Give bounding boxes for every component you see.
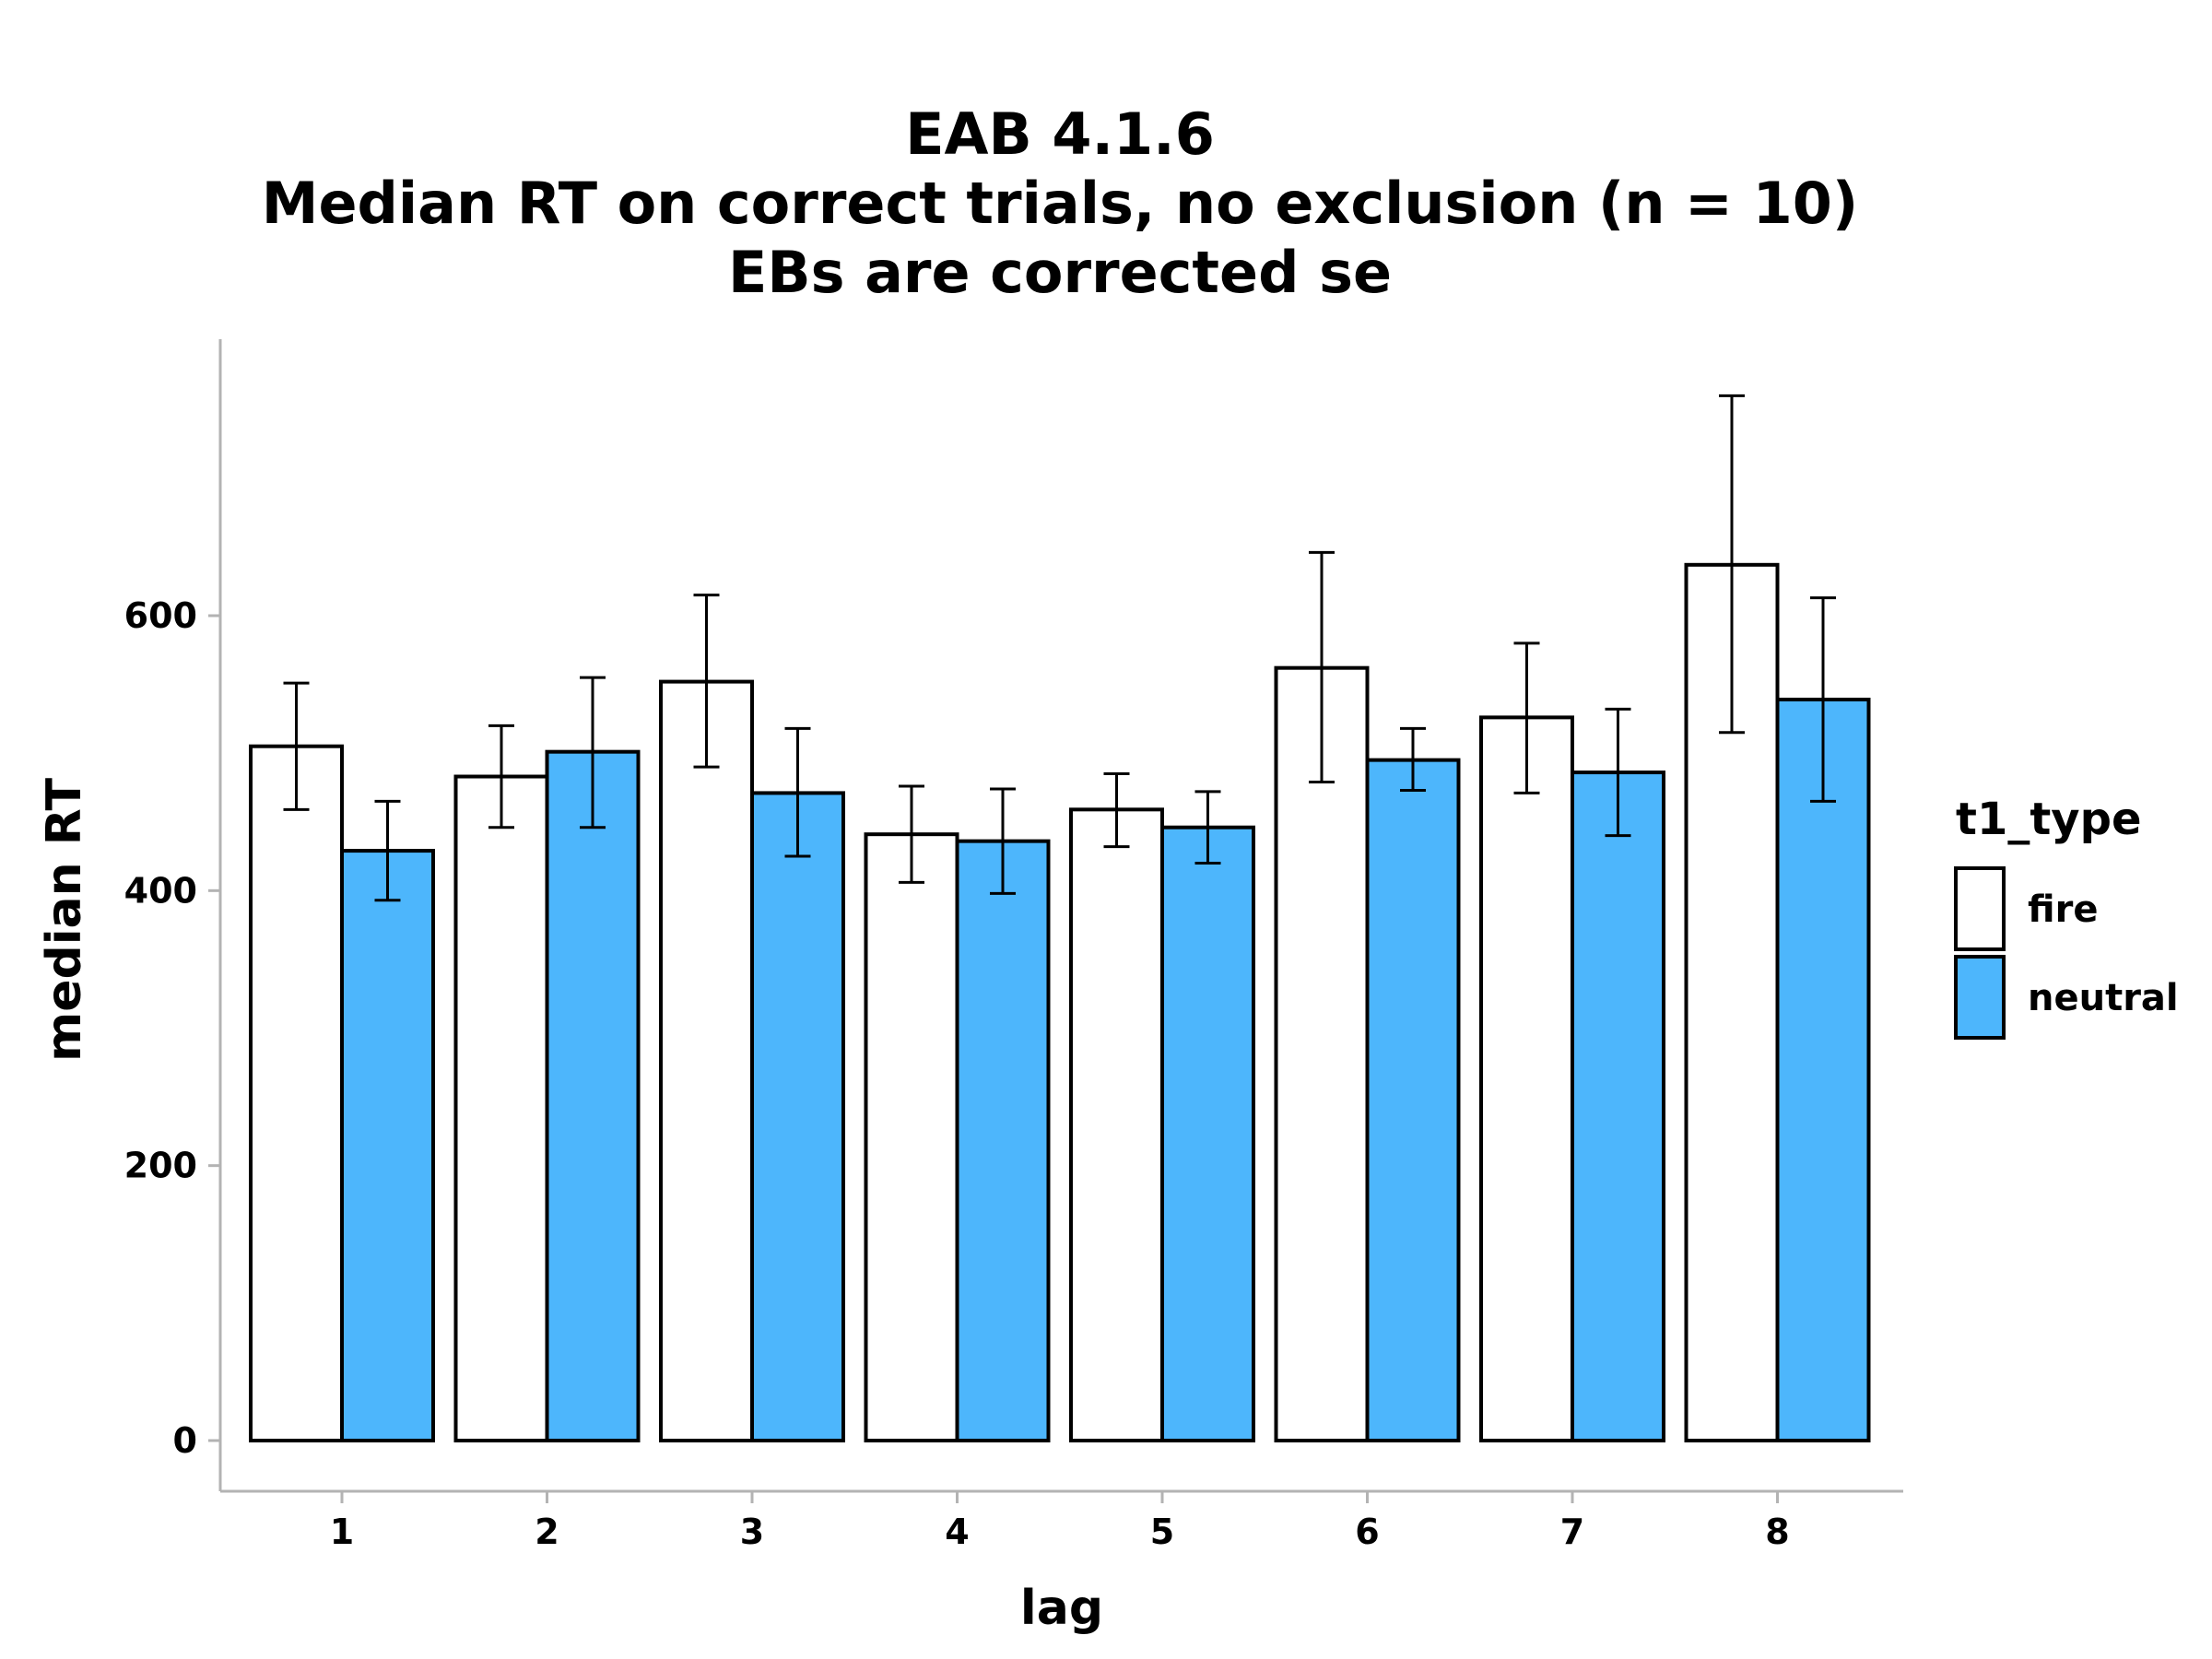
plot-area <box>249 394 1871 1442</box>
legend-label-fire: fire <box>2028 888 2099 931</box>
errorbar-neutral-lag-7 <box>1605 707 1631 838</box>
errorbar-neutral-lag-2 <box>580 676 606 830</box>
errorbar-fire-lag-4 <box>899 784 924 884</box>
bar-fire-lag-1 <box>249 744 344 1442</box>
bar-neutral-lag-3 <box>750 791 845 1442</box>
title-line-1: EAB 4.1.6 <box>905 100 1215 168</box>
legend-key-fire <box>1954 866 2006 951</box>
errorbar-fire-lag-1 <box>283 681 310 811</box>
bar-neutral-lag-2 <box>545 749 641 1442</box>
bar-fire-lag-2 <box>453 774 549 1442</box>
x-tick-label-7: 7 <box>1560 1512 1584 1552</box>
errorbar-fire-lag-7 <box>1513 641 1540 794</box>
bar-neutral-lag-4 <box>955 839 1051 1442</box>
x-tick-label-3: 3 <box>740 1512 764 1552</box>
bar-neutral-lag-5 <box>1160 825 1255 1442</box>
bar-neutral-lag-6 <box>1365 758 1461 1442</box>
y-tick-label-400: 400 <box>124 870 197 911</box>
chart-title: EAB 4.1.6 Median RT on correct trials, n… <box>262 100 1858 306</box>
errorbar-neutral-lag-3 <box>784 726 811 858</box>
errorbar-fire-lag-6 <box>1309 550 1335 783</box>
y-tick-label-600: 600 <box>124 595 197 636</box>
x-tick-label-6: 6 <box>1355 1512 1379 1552</box>
errorbar-neutral-lag-6 <box>1400 726 1426 792</box>
bar-fire-lag-6 <box>1274 665 1370 1442</box>
x-tick-label-4: 4 <box>945 1512 969 1552</box>
x-tick-label-2: 2 <box>535 1512 559 1552</box>
title-line-3: EBs are corrected se <box>728 239 1392 306</box>
bar-neutral-lag-1 <box>340 849 435 1442</box>
legend: t1_type fire neutral <box>1954 794 2179 1040</box>
legend-label-neutral: neutral <box>2028 977 2179 1019</box>
bar-fire-lag-3 <box>659 679 754 1442</box>
errorbar-fire-lag-2 <box>488 724 514 830</box>
legend-title: t1_type <box>1956 794 2142 845</box>
x-axis-title: lag <box>1020 1581 1103 1636</box>
y-axis-ticks: 0 200 400 600 <box>124 595 220 1461</box>
bar-neutral-lag-7 <box>1571 771 1665 1442</box>
x-tick-label-5: 5 <box>1150 1512 1174 1552</box>
errorbar-fire-lag-5 <box>1103 772 1130 849</box>
errorbar-neutral-lag-1 <box>374 799 401 902</box>
bar-fire-lag-4 <box>864 832 959 1442</box>
x-tick-label-8: 8 <box>1765 1512 1789 1552</box>
legend-key-neutral <box>1954 955 2006 1040</box>
errorbar-neutral-lag-4 <box>990 787 1016 895</box>
errorbar-neutral-lag-8 <box>1810 596 1836 803</box>
errorbar-fire-lag-3 <box>693 594 720 769</box>
bar-neutral-lag-8 <box>1775 697 1871 1442</box>
errorbar-neutral-lag-5 <box>1194 790 1221 865</box>
title-line-2: Median RT on correct trials, no exclusio… <box>262 170 1858 237</box>
x-tick-label-1: 1 <box>330 1512 354 1552</box>
errorbar-fire-lag-8 <box>1719 394 1745 735</box>
y-tick-label-0: 0 <box>173 1420 197 1461</box>
bar-fire-lag-7 <box>1479 715 1574 1442</box>
x-axis-ticks: 1 2 3 4 5 6 7 8 <box>330 1491 1790 1552</box>
y-axis-title: median RT <box>37 778 92 1062</box>
bar-fire-lag-5 <box>1069 807 1164 1442</box>
y-tick-label-200: 200 <box>124 1146 197 1186</box>
